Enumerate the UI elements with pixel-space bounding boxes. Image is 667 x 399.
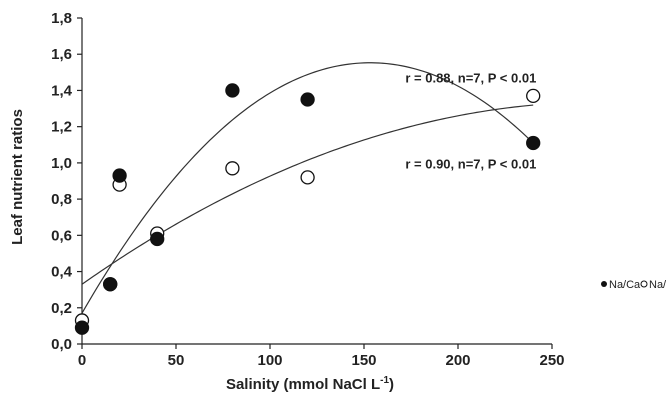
x-tick-label: 100 [257, 352, 282, 369]
axes [81, 18, 552, 345]
y-axis-label: Leaf nutrient ratios [9, 109, 26, 245]
y-tick-label: 0,2 [51, 300, 72, 317]
point-na-k [225, 161, 240, 176]
legend-label-na-k: Na/K [649, 279, 667, 291]
y-tick-label: 1,2 [51, 119, 72, 136]
fit-curve-0 [81, 62, 534, 314]
fit-annotation-0: r = 0.88, n=7, P < 0.01 [405, 70, 536, 85]
annotations: r = 0.88, n=7, P < 0.01 r = 0.90, n=7, P … [405, 70, 536, 171]
point-na-ca [300, 92, 315, 107]
legend: Na/Ca Na/K [601, 279, 667, 291]
x-tick-label: 50 [168, 352, 185, 369]
x-tick-label: 200 [445, 352, 470, 369]
fit-curve-1 [81, 104, 534, 285]
x-axis-label: Salinity (mmol NaCl L-1) [226, 375, 394, 393]
legend-label-na-ca: Na/Ca [609, 279, 641, 291]
fit-annotation-1: r = 0.90, n=7, P < 0.01 [405, 156, 536, 171]
y-tick-label: 1,0 [51, 155, 72, 172]
y-tick-label: 1,4 [51, 82, 73, 99]
y-tick-label: 0,0 [51, 336, 72, 353]
point-na-k [526, 88, 541, 104]
point-na-ca [526, 135, 541, 151]
point-na-ca [225, 83, 240, 98]
point-na-ca [103, 277, 118, 292]
x-tick-label: 0 [78, 352, 86, 369]
legend-marker-na-ca [601, 281, 607, 287]
y-tick-label: 0,6 [51, 227, 72, 244]
x-tick-label: 250 [539, 352, 564, 369]
y-tick-label: 0,4 [51, 264, 73, 281]
legend-marker-na-k [640, 280, 648, 288]
point-na-ca [150, 231, 165, 247]
point-na-k [300, 170, 315, 185]
x-tick-label: 150 [351, 352, 376, 369]
point-na-ca [112, 168, 127, 183]
x-ticks: 0 50 100 150 200 250 [78, 344, 565, 369]
y-tick-label: 1,6 [51, 46, 72, 63]
point-na-ca [74, 320, 90, 335]
y-ticks: 0,0 0,2 0,4 0,6 0,8 1,0 1,2 1,4 1,6 1,8 [51, 10, 82, 353]
data-points [74, 83, 541, 335]
y-tick-label: 0,8 [51, 191, 72, 208]
y-tick-label: 1,8 [51, 10, 72, 27]
